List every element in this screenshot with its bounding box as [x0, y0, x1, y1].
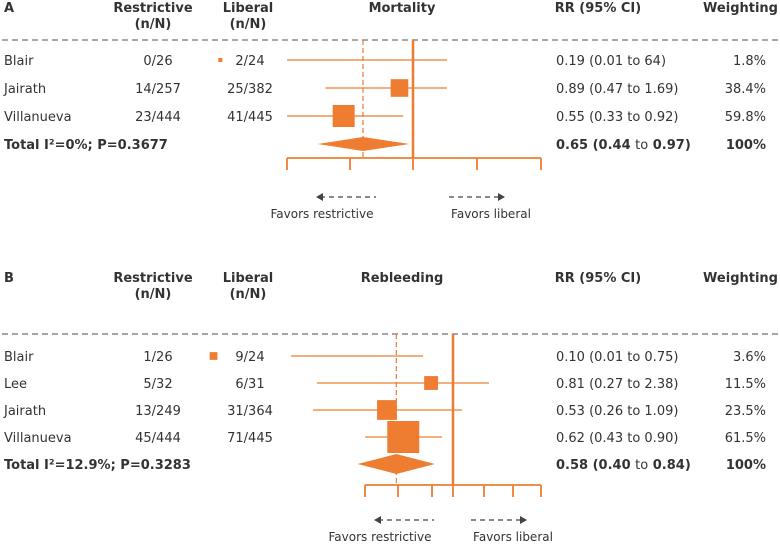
study-effect-square: [424, 376, 439, 390]
study-name: Villanueva: [4, 110, 72, 125]
total-weighting: 100%: [726, 458, 766, 473]
pooled-diamond: [357, 454, 435, 474]
study-name: Jairath: [3, 82, 46, 97]
col-header-restrictive-unit: (n/N): [135, 287, 172, 302]
study-effect-square: [209, 352, 218, 360]
total-row: Total I²=12.9%; P=0.3283 0.58 (0.40 to 0.…: [4, 454, 766, 474]
col-header-weighting: Weighting: [703, 1, 778, 16]
liberal-events: 6/31: [235, 377, 264, 392]
liberal-events: 9/24: [235, 350, 264, 365]
study-row: Jairath 14/257 25/382 0.89 (0.47 to 1.69) 38…: [3, 79, 766, 97]
study-weighting: 61.5%: [725, 431, 766, 446]
study-effect-square: [377, 400, 397, 420]
col-header-liberal: Liberal: [223, 271, 274, 286]
col-header-weighting: Weighting: [703, 271, 778, 286]
liberal-events: 25/382: [227, 82, 273, 97]
total-rr-ci: 0.58 (0.40 to 0.84): [556, 458, 691, 473]
study-weighting: 38.4%: [725, 82, 766, 97]
liberal-events: 2/24: [235, 54, 264, 69]
col-header-rr: RR (95% CI): [555, 1, 641, 16]
forest-panel-b: B Restrictive(n/N)Liberal(n/N)Rebleeding R…: [2, 271, 778, 544]
col-header-restrictive: Restrictive: [113, 1, 192, 16]
restrictive-events: 14/257: [135, 82, 181, 97]
favors-liberal-label: Favors liberal: [451, 207, 531, 221]
study-row: Villanueva 23/444 41/445 0.55 (0.33 to 0.92…: [4, 105, 766, 127]
restrictive-events: 5/32: [143, 377, 172, 392]
total-rr-ci-end: 0.84): [648, 458, 691, 473]
restrictive-events: 1/26: [143, 350, 172, 365]
total-label: Total I²=0%; P=0.3677: [4, 138, 168, 153]
liberal-events: 71/445: [227, 431, 273, 446]
study-rr-ci: 0.62 (0.43 to 0.90): [556, 431, 678, 446]
favors-liberal-label: Favors liberal: [473, 530, 553, 544]
restrictive-events: 13/249: [135, 404, 181, 419]
study-name: Blair: [4, 350, 34, 365]
favors-right-arrowhead: [498, 193, 505, 201]
study-row: Jairath 13/249 31/364 0.53 (0.26 to 1.09) 23…: [3, 400, 766, 420]
study-row: Blair 0/26 2/24 0.19 (0.01 to 64) 1.8%: [4, 54, 766, 69]
total-row: Total I²=0%; P=0.3677 0.65 (0.44 to 0.97)…: [4, 137, 766, 153]
study-name: Villanueva: [4, 431, 72, 446]
col-header-rr: RR (95% CI): [555, 271, 641, 286]
col-header-restrictive-unit: (n/N): [135, 17, 172, 32]
total-rr-ci: 0.65 (0.44 to 0.97): [556, 138, 691, 153]
study-name: Blair: [4, 54, 34, 69]
total-rr-ci-start: 0.65 (0.44: [556, 138, 635, 153]
study-rr-ci: 0.81 (0.27 to 2.38): [556, 377, 678, 392]
favors-left-arrowhead: [316, 193, 323, 201]
x-axis: [286, 157, 542, 170]
favors-restrictive-label: Favors restrictive: [271, 207, 374, 221]
study-effect-square: [332, 105, 355, 127]
study-weighting: 59.8%: [725, 110, 766, 125]
x-axis: [364, 484, 542, 497]
col-header-liberal: Liberal: [223, 1, 274, 16]
plot-title: Mortality: [369, 1, 436, 16]
restrictive-events: 23/444: [135, 110, 181, 125]
col-header-restrictive: Restrictive: [113, 271, 192, 286]
favors-restrictive-label: Favors restrictive: [329, 530, 432, 544]
study-weighting: 11.5%: [725, 377, 766, 392]
favors-right-arrowhead: [520, 516, 527, 524]
col-header-liberal-unit: (n/N): [230, 17, 267, 32]
total-weighting: 100%: [726, 138, 766, 153]
restrictive-events: 0/26: [143, 54, 172, 69]
liberal-events: 31/364: [227, 404, 273, 419]
study-row: Lee 5/32 6/31 0.81 (0.27 to 2.38) 11.5%: [4, 376, 766, 392]
study-effect-square: [218, 58, 223, 62]
study-weighting: 3.6%: [733, 350, 766, 365]
study-rr-ci: 0.10 (0.01 to 0.75): [556, 350, 678, 365]
pooled-diamond: [317, 137, 410, 151]
total-rr-ci-to: to: [635, 458, 648, 473]
restrictive-events: 45/444: [135, 431, 181, 446]
study-row: Villanueva 45/444 71/445 0.62 (0.43 to 0.90…: [4, 421, 766, 453]
total-rr-ci-end: 0.97): [648, 138, 691, 153]
study-rr-ci: 0.53 (0.26 to 1.09): [556, 404, 678, 419]
col-header-liberal-unit: (n/N): [230, 287, 267, 302]
study-row: Blair 1/26 9/24 0.10 (0.01 to 0.75) 3.6%: [4, 350, 766, 365]
panel-label: A: [4, 1, 14, 16]
study-effect-square: [390, 79, 409, 97]
favors-left-arrowhead: [374, 516, 381, 524]
study-name: Lee: [4, 377, 27, 392]
study-effect-square: [387, 421, 420, 453]
panel-label: B: [4, 271, 14, 286]
total-rr-ci-start: 0.58 (0.40: [556, 458, 635, 473]
study-name: Jairath: [3, 404, 46, 419]
total-label: Total I²=12.9%; P=0.3283: [4, 458, 191, 473]
study-rr-ci: 0.89 (0.47 to 1.69): [556, 82, 678, 97]
study-rr-ci: 0.55 (0.33 to 0.92): [556, 110, 678, 125]
study-weighting: 23.5%: [725, 404, 766, 419]
forest-panel-a: A Restrictive(n/N)Liberal(n/N)Mortality RR…: [2, 1, 778, 221]
study-rr-ci: 0.19 (0.01 to 64): [556, 54, 666, 69]
liberal-events: 41/445: [227, 110, 273, 125]
total-rr-ci-to: to: [635, 138, 648, 153]
study-weighting: 1.8%: [733, 54, 766, 69]
plot-title: Rebleeding: [361, 271, 444, 286]
